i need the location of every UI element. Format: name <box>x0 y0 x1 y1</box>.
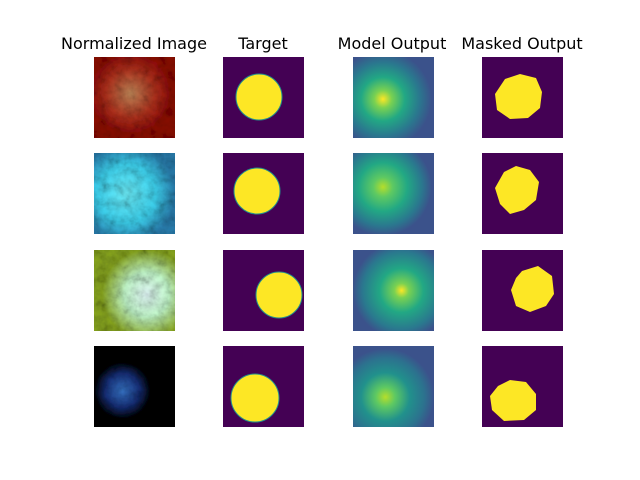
target-image <box>223 346 304 427</box>
model-output <box>353 57 434 138</box>
column-title: Masked Output <box>461 34 582 53</box>
input-image <box>94 346 175 427</box>
masked-output <box>482 153 563 234</box>
model-output <box>353 346 434 427</box>
target-image <box>223 153 304 234</box>
column-title: Model Output <box>338 34 447 53</box>
column-title: Normalized Image <box>61 34 207 53</box>
masked-output <box>482 346 563 427</box>
model-output <box>353 250 434 331</box>
column-title: Target <box>237 34 288 53</box>
target-image <box>223 57 304 138</box>
model-output <box>353 153 434 234</box>
input-image <box>94 57 175 138</box>
target-image <box>223 250 304 331</box>
masked-output <box>482 57 563 138</box>
input-image <box>94 153 175 234</box>
masked-output <box>482 250 563 331</box>
input-image <box>94 250 175 331</box>
